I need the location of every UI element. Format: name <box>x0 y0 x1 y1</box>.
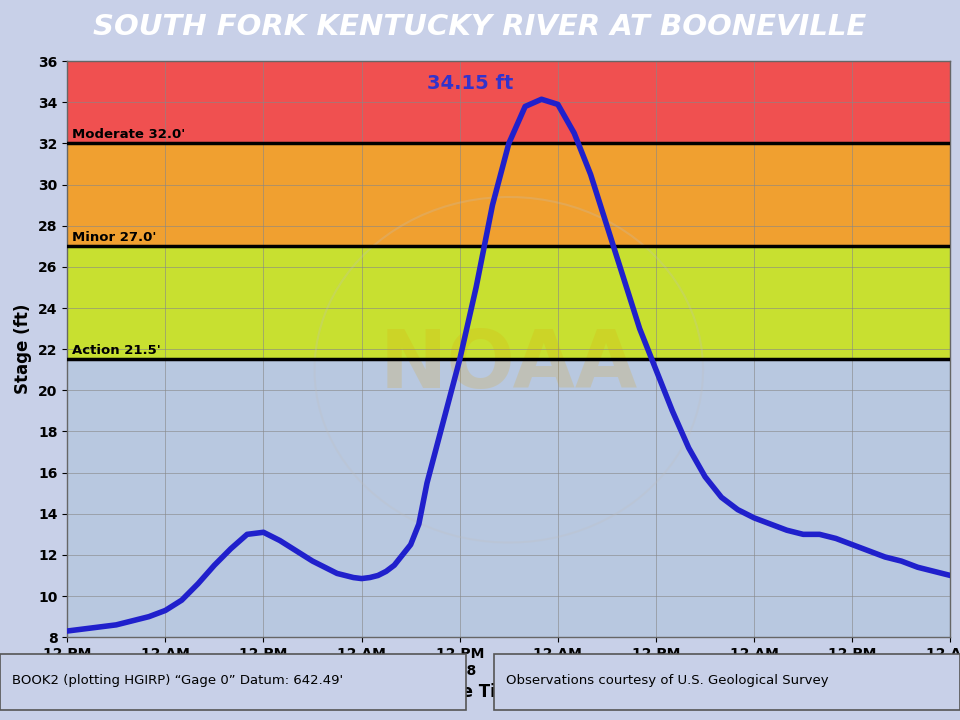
Bar <box>67 246 950 359</box>
Text: Action 21.5': Action 21.5' <box>72 344 160 357</box>
Text: BOOK2 (plotting HGIRP) “Gage 0” Datum: 642.49': BOOK2 (plotting HGIRP) “Gage 0” Datum: 6… <box>12 674 343 687</box>
Text: Moderate 32.0': Moderate 32.0' <box>72 128 185 141</box>
FancyBboxPatch shape <box>0 654 466 710</box>
Y-axis label: Stage (ft): Stage (ft) <box>14 304 33 395</box>
Text: SOUTH FORK KENTUCKY RIVER AT BOONEVILLE: SOUTH FORK KENTUCKY RIVER AT BOONEVILLE <box>93 13 867 41</box>
Bar <box>67 143 950 246</box>
Bar <box>67 359 950 637</box>
Text: NOAA: NOAA <box>380 328 637 405</box>
Text: Minor 27.0': Minor 27.0' <box>72 231 156 244</box>
FancyBboxPatch shape <box>494 654 960 710</box>
Text: Observations courtesy of U.S. Geological Survey: Observations courtesy of U.S. Geological… <box>506 674 828 687</box>
Bar <box>67 61 950 143</box>
Text: 34.15 ft: 34.15 ft <box>427 74 514 93</box>
X-axis label: Site Time (EDT): Site Time (EDT) <box>436 683 582 701</box>
